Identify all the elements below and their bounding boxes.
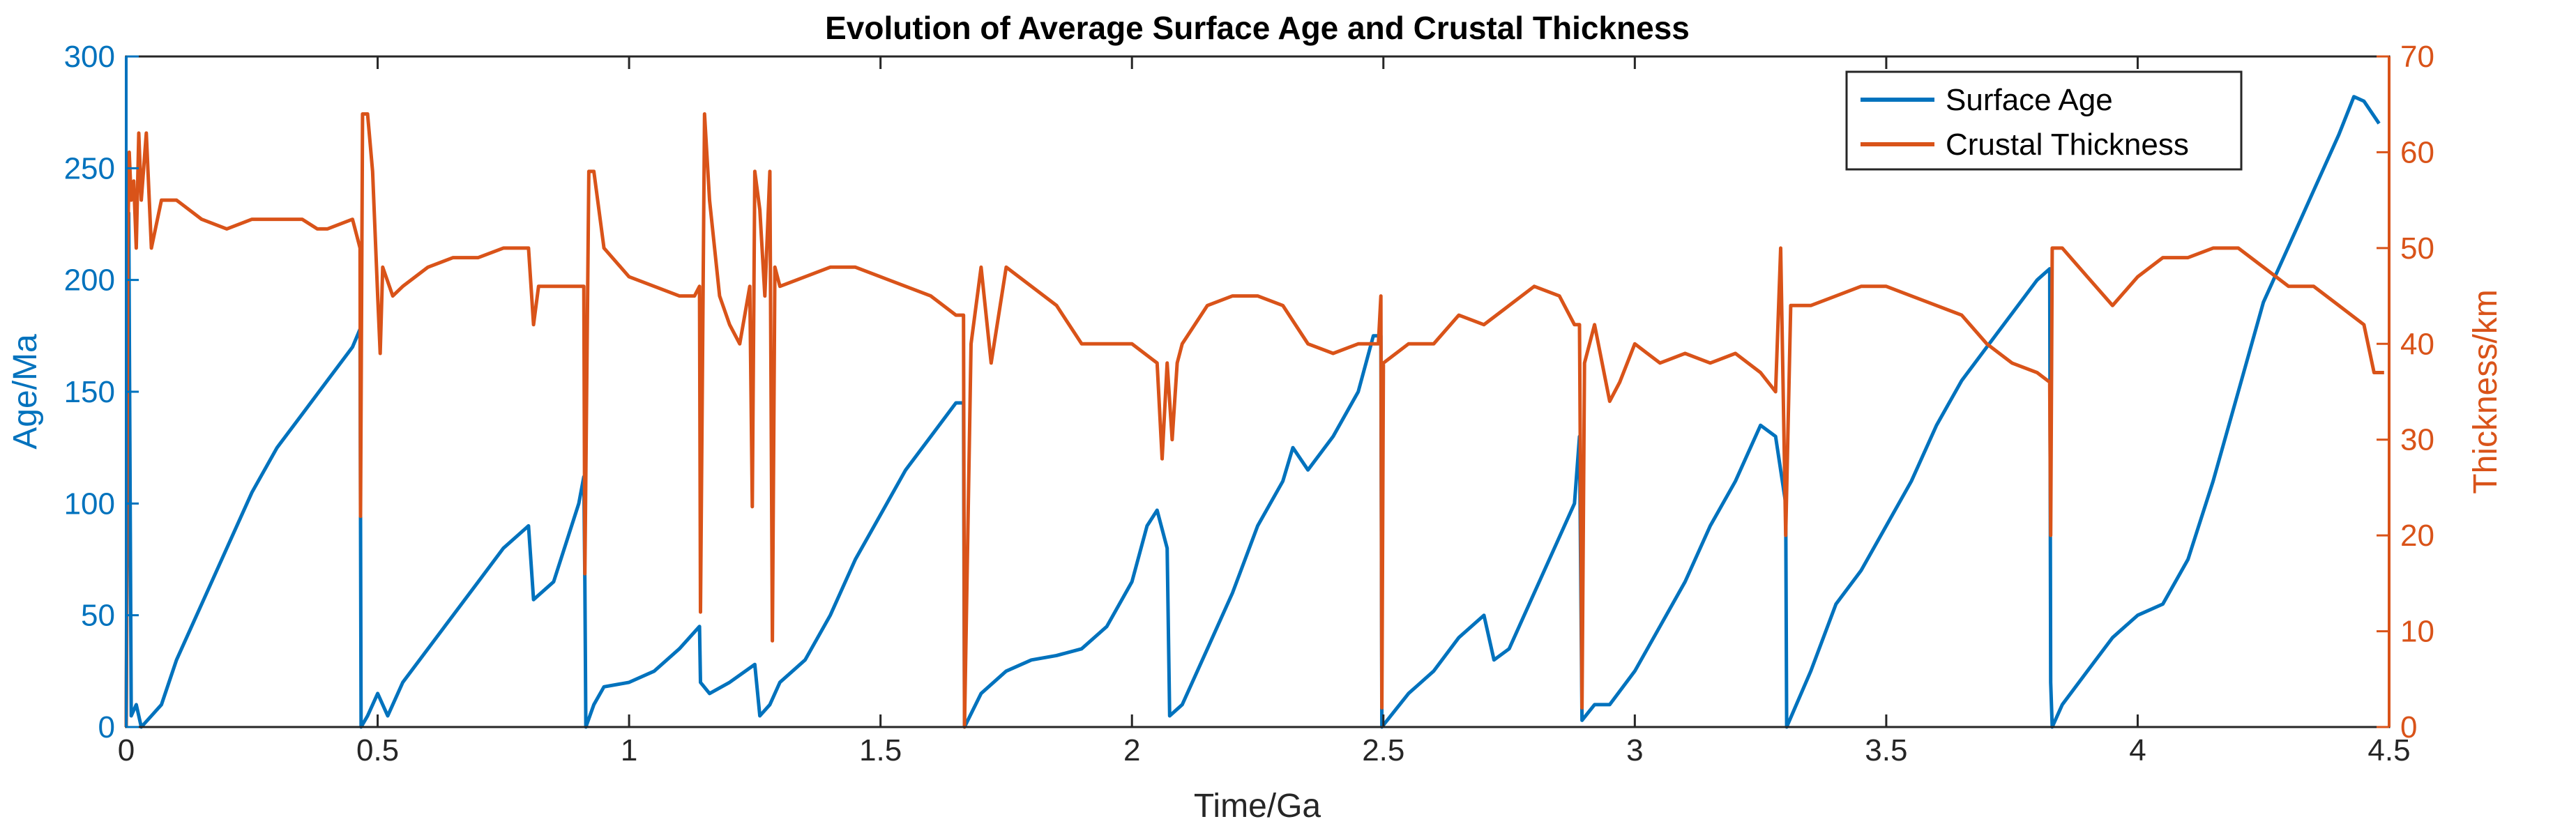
x-tick-label-3: 1.5: [859, 733, 902, 767]
y-right-tick-label-1: 10: [2400, 615, 2434, 649]
x-tick-label-0: 0: [118, 733, 135, 767]
y-right-tick-label-5: 50: [2400, 231, 2434, 266]
y-axis-left: 0 50 100 150 200 250 300: [64, 40, 139, 744]
y-left-tick-label-0: 0: [98, 710, 115, 744]
series-layer: [124, 95, 2384, 729]
y-right-tick-label-4: 40: [2400, 327, 2434, 361]
y-right-tick-label-3: 30: [2400, 423, 2434, 457]
y-axis-right: 0 10 20 30 40 50 60 70: [2377, 40, 2434, 744]
y-left-tick-label-2: 100: [64, 487, 115, 521]
legend-label-crustal-thickness: Crustal Thickness: [1946, 128, 2189, 162]
x-tick-label-7: 3.5: [1865, 733, 1907, 767]
y-left-tick-label-1: 50: [81, 599, 115, 633]
x-axis: 0 0.5 1 1.5 2 2.5 3 3.5 4 4.5: [118, 56, 2411, 767]
y-left-tick-label-6: 300: [64, 40, 115, 74]
series-line-crustal-thickness: [124, 112, 2384, 729]
y-left-tick-label-5: 250: [64, 151, 115, 185]
legend: Surface Age Crustal Thickness: [1845, 70, 2243, 171]
y-right-tick-label-2: 20: [2400, 519, 2434, 553]
legend-box: [1845, 70, 2243, 171]
y-left-tick-label-4: 200: [64, 263, 115, 298]
y-right-tick-label-0: 0: [2400, 710, 2417, 744]
legend-label-surface-age: Surface Age: [1946, 83, 2113, 117]
x-tick-label-1: 0.5: [356, 733, 399, 767]
series-line-surface-age: [124, 95, 2381, 729]
x-tick-label-5: 2.5: [1362, 733, 1404, 767]
x-tick-label-9: 4.5: [2367, 733, 2410, 767]
y-axis-right-label: Thickness/km: [2467, 289, 2504, 494]
x-axis-label: Time/Ga: [1194, 788, 1321, 825]
x-tick-label-8: 4: [2129, 733, 2146, 767]
y-axis-left-label: Age/Ma: [7, 334, 44, 450]
y-right-tick-label-7: 70: [2400, 40, 2434, 74]
x-tick-label-2: 1: [621, 733, 637, 767]
y-right-tick-label-6: 60: [2400, 135, 2434, 169]
x-tick-label-6: 3: [1626, 733, 1643, 767]
x-tick-label-4: 2: [1123, 733, 1140, 767]
y-left-tick-label-3: 150: [64, 375, 115, 409]
chart-title: Evolution of Average Surface Age and Cru…: [825, 10, 1690, 46]
